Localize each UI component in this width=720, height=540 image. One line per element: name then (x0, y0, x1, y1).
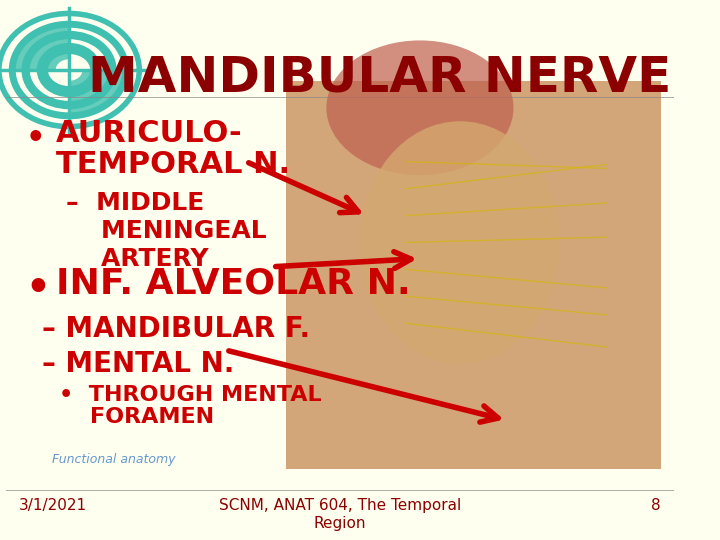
Wedge shape (69, 70, 96, 92)
Text: •: • (26, 269, 50, 307)
Ellipse shape (326, 40, 513, 175)
Text: 8: 8 (651, 498, 660, 514)
Wedge shape (69, 70, 126, 116)
Text: INF. ALVEOLAR N.: INF. ALVEOLAR N. (55, 267, 410, 301)
FancyBboxPatch shape (287, 81, 660, 469)
Wedge shape (12, 24, 69, 70)
Wedge shape (26, 35, 69, 70)
Text: – MENTAL N.: – MENTAL N. (42, 350, 235, 378)
Text: SCNM, ANAT 604, The Temporal
Region: SCNM, ANAT 604, The Temporal Region (219, 498, 461, 531)
Text: –  MIDDLE
    MENINGEAL
    ARTERY: – MIDDLE MENINGEAL ARTERY (66, 191, 266, 271)
Text: – MANDIBULAR F.: – MANDIBULAR F. (42, 315, 310, 343)
Text: 3/1/2021: 3/1/2021 (19, 498, 87, 514)
Text: •  THROUGH MENTAL
    FORAMEN: • THROUGH MENTAL FORAMEN (59, 385, 322, 427)
Text: Functional anatomy: Functional anatomy (53, 453, 176, 465)
Wedge shape (42, 49, 69, 70)
Text: MANDIBULAR NERVE: MANDIBULAR NERVE (89, 54, 672, 102)
Ellipse shape (360, 121, 560, 363)
Text: •: • (26, 124, 45, 153)
Text: AURICULO-
TEMPORAL N.: AURICULO- TEMPORAL N. (55, 119, 290, 179)
Wedge shape (69, 70, 112, 105)
